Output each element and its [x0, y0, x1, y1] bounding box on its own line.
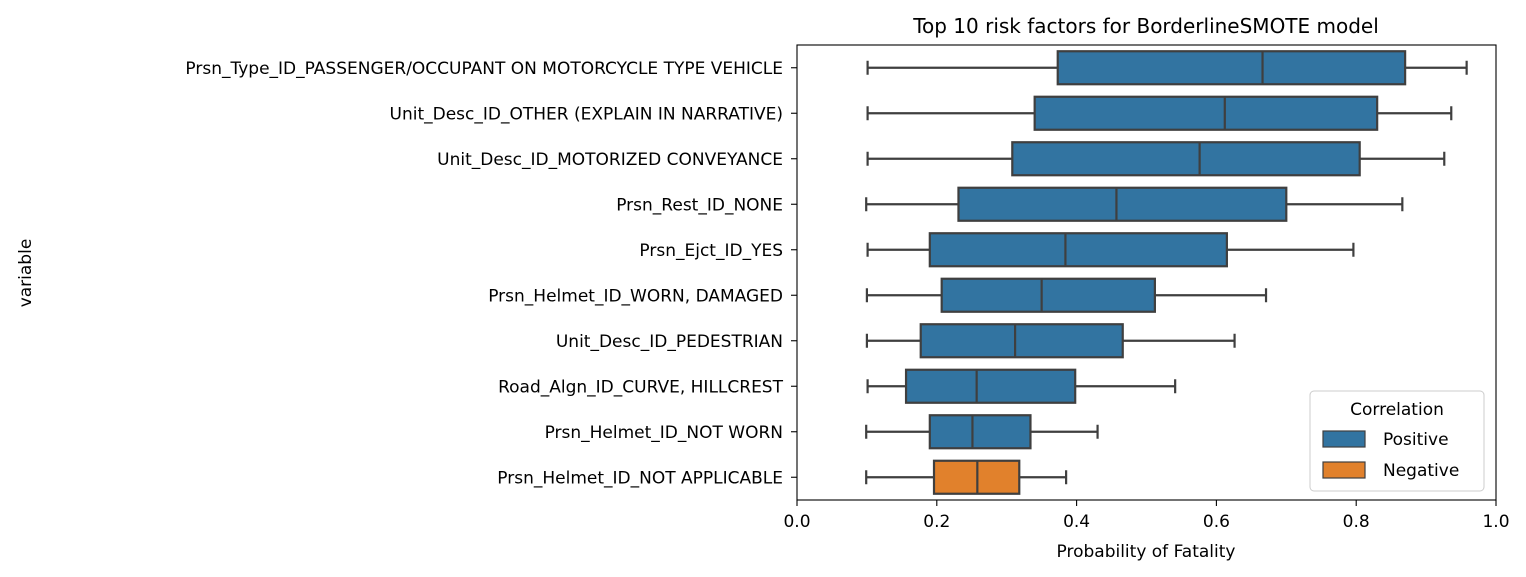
- x-axis-title: Probability of Fatality: [1057, 542, 1236, 562]
- box-group: [865, 414, 1099, 450]
- box-group: [866, 95, 1453, 131]
- plot-frame: [796, 44, 1497, 501]
- box-iqr: [919, 323, 1124, 359]
- legend-title: Correlation: [1350, 400, 1444, 420]
- legend-swatch: [1322, 461, 1366, 479]
- legend: Correlation Positive Negative: [1309, 390, 1485, 492]
- box-group: [865, 186, 1404, 222]
- x-tick-label: 0.0: [783, 512, 810, 532]
- box-iqr: [940, 277, 1156, 313]
- box-group: [866, 50, 1468, 86]
- y-tick-label: Prsn_Helmet_ID_WORN, DAMAGED: [488, 286, 783, 306]
- ticks-layer: Prsn_Type_ID_PASSENGER/OCCUPANT ON MOTOR…: [185, 59, 1509, 532]
- y-tick-label: Prsn_Helmet_ID_NOT WORN: [545, 423, 783, 443]
- box-iqr: [1033, 95, 1379, 131]
- x-tick-label: 0.8: [1343, 512, 1370, 532]
- box-iqr: [1011, 141, 1361, 177]
- box-group: [866, 141, 1446, 177]
- y-tick-label: Prsn_Helmet_ID_NOT APPLICABLE: [497, 468, 783, 488]
- legend-swatch: [1322, 430, 1366, 448]
- box-iqr: [928, 232, 1228, 268]
- box-group: [865, 323, 1236, 359]
- x-tick-label: 0.2: [923, 512, 950, 532]
- box-group: [865, 459, 1068, 495]
- y-tick-label: Unit_Desc_ID_MOTORIZED CONVEYANCE: [437, 150, 783, 170]
- x-tick-label: 0.4: [1063, 512, 1090, 532]
- box-iqr: [904, 368, 1077, 404]
- box-iqr: [957, 186, 1288, 222]
- legend-label: Negative: [1383, 461, 1459, 481]
- legend-label: Positive: [1383, 430, 1449, 450]
- y-tick-label: Prsn_Ejct_ID_YES: [639, 241, 783, 261]
- x-tick-label: 1.0: [1482, 512, 1509, 532]
- x-tick-label: 0.6: [1203, 512, 1230, 532]
- y-tick-label: Unit_Desc_ID_OTHER (EXPLAIN IN NARRATIVE…: [390, 104, 784, 124]
- box-iqr: [1056, 50, 1407, 86]
- box-group: [866, 368, 1177, 404]
- boxes-layer: [865, 50, 1468, 495]
- box-group: [866, 232, 1355, 268]
- y-axis-title: variable: [16, 239, 36, 308]
- y-tick-label: Prsn_Rest_ID_NONE: [616, 195, 783, 215]
- y-tick-label: Unit_Desc_ID_PEDESTRIAN: [556, 332, 783, 352]
- y-tick-label: Prsn_Type_ID_PASSENGER/OCCUPANT ON MOTOR…: [185, 59, 783, 79]
- box-group: [865, 277, 1268, 313]
- box-iqr: [928, 414, 1032, 450]
- y-tick-label: Road_Algn_ID_CURVE, HILLCREST: [498, 377, 784, 397]
- chart-title: Top 10 risk factors for BorderlineSMOTE …: [912, 14, 1379, 38]
